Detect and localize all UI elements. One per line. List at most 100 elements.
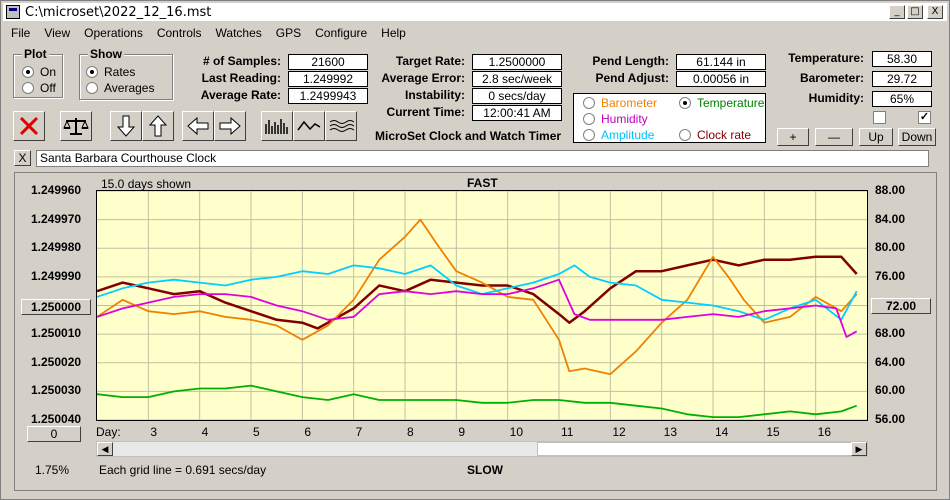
plot-off-radio[interactable]: Off — [22, 81, 56, 95]
wave-icon — [297, 120, 321, 131]
title-bar: C:\microset\2022_12_16.mst _ □ X — [3, 3, 947, 21]
multi-wave-button[interactable] — [325, 111, 357, 141]
minimize-button[interactable]: _ — [889, 5, 905, 19]
center-temp-button[interactable]: 72.00 — [871, 298, 931, 314]
up-button[interactable]: Up — [859, 128, 893, 146]
temperature-value: 58.30 — [872, 51, 932, 67]
sensor-clock-rate-radio[interactable]: Clock rate — [679, 128, 751, 142]
days-shown-label: 15.0 days shown — [101, 177, 192, 191]
minus-button[interactable]: — — [815, 128, 853, 146]
sensor-label: Barometer — [601, 96, 658, 110]
left-tick-label: 1.249990 — [31, 268, 82, 283]
slow-label: SLOW — [467, 463, 503, 477]
right-tick-label: 64.00 — [875, 354, 906, 369]
plot-group: Plot — [13, 47, 63, 98]
maximize-button[interactable]: □ — [907, 5, 923, 19]
up-arrow-button[interactable] — [142, 111, 174, 141]
left-arrow-button[interactable] — [182, 111, 214, 141]
menu-configure[interactable]: Configure — [315, 26, 368, 40]
radio-dot — [86, 66, 98, 78]
close-button[interactable]: X — [927, 5, 943, 19]
menu-watches[interactable]: Watches — [215, 26, 262, 40]
center-rate-button[interactable]: 1.250000 — [21, 299, 91, 315]
samples-label: # of Samples: — [202, 54, 281, 68]
scroll-right-arrow[interactable]: ▶ — [851, 442, 867, 456]
bars-view-button[interactable] — [261, 111, 293, 141]
scroll-left-arrow[interactable]: ◀ — [97, 442, 113, 456]
pend-adjust-value: 0.00056 in — [676, 71, 766, 87]
left-tick-label: 1.250030 — [31, 383, 82, 398]
sensor-temperature-radio[interactable]: Temperature — [679, 96, 764, 110]
x-tick-label: 15 — [766, 425, 780, 439]
right-tick-label: 76.00 — [875, 268, 906, 283]
watch-name-field[interactable]: Santa Barbara Courthouse Clock — [36, 150, 929, 167]
checkbox-1[interactable] — [873, 111, 886, 124]
scroll-thumb[interactable] — [537, 442, 852, 456]
series-line-0 — [97, 255, 858, 330]
x-tick-label: 7 — [355, 425, 363, 439]
radio-dot — [22, 82, 34, 94]
clear-button[interactable] — [13, 111, 45, 141]
right-arrow-button[interactable] — [214, 111, 246, 141]
humidity-value: 65% — [872, 91, 932, 107]
red-x-icon — [19, 116, 39, 136]
scale-icon — [63, 118, 89, 135]
current-time-label: Current Time: — [386, 105, 465, 119]
humidity-label: Humidity: — [808, 91, 864, 105]
down-arrow-button[interactable] — [110, 111, 142, 141]
offset-button[interactable]: 0 — [27, 426, 81, 442]
pend-adjust-label: Pend Adjust: — [595, 71, 669, 85]
arrow-right-icon — [219, 116, 241, 136]
target-rate-label: Target Rate: — [395, 54, 465, 68]
checkbox-2[interactable]: ✓ — [918, 111, 931, 124]
average-error-label: Average Error: — [381, 71, 465, 85]
x-tick-label: 14 — [715, 425, 729, 439]
sensor-barometer-radio[interactable]: Barometer — [583, 96, 657, 110]
menu-gps[interactable]: GPS — [275, 26, 302, 40]
multi-wave-icon — [329, 120, 354, 132]
left-tick-label: 1.249980 — [31, 240, 82, 255]
window-title: C:\microset\2022_12_16.mst — [25, 4, 212, 20]
show-rates-radio[interactable]: Rates — [86, 65, 135, 79]
menu-bar: File View Operations Controls Watches GP… — [3, 23, 412, 43]
x-tick-label: 3 — [150, 425, 158, 439]
radio-label: Off — [40, 81, 56, 95]
sensor-label: Humidity — [601, 112, 648, 126]
watch-close-button[interactable]: X — [14, 150, 31, 166]
sensor-label: Temperature — [697, 96, 765, 110]
menu-view[interactable]: View — [44, 26, 71, 40]
pend-length-label: Pend Length: — [592, 54, 669, 68]
down-button[interactable]: Down — [898, 128, 936, 146]
plus-button[interactable]: + — [777, 128, 809, 146]
radio-dot — [583, 113, 595, 125]
sensor-humidity-radio[interactable]: Humidity — [583, 112, 648, 126]
radio-dot — [679, 129, 691, 141]
arrow-down-icon — [116, 115, 136, 137]
menu-controls[interactable]: Controls — [156, 26, 202, 40]
plot-on-radio[interactable]: On — [22, 65, 56, 79]
menu-file[interactable]: File — [11, 26, 31, 40]
plot-area — [96, 190, 868, 421]
show-averages-radio[interactable]: Averages — [86, 81, 154, 95]
menu-help[interactable]: Help — [381, 26, 406, 40]
show-group-title: Show — [88, 47, 124, 61]
sensor-amplitude-radio[interactable]: Amplitude — [583, 128, 654, 142]
rate-chart — [97, 191, 867, 420]
sensor-label: Amplitude — [601, 128, 655, 142]
arrow-up-icon — [148, 115, 168, 137]
time-scrollbar[interactable]: ◀ ▶ — [96, 441, 868, 457]
x-tick-label: 5 — [253, 425, 260, 439]
balance-button[interactable] — [60, 111, 92, 141]
last-reading-label: Last Reading: — [201, 71, 281, 85]
line-view-button[interactable] — [293, 111, 325, 141]
right-tick-label: 56.00 — [875, 412, 906, 426]
plot-group-title: Plot — [22, 47, 49, 61]
barometer-label: Barometer: — [799, 71, 864, 85]
instability-value: 0 secs/day — [472, 88, 562, 104]
app-subtitle: MicroSet Clock and Watch Timer — [375, 129, 562, 143]
x-tick-label: 9 — [458, 425, 466, 439]
instability-label: Instability: — [404, 88, 465, 102]
barometer-value: 29.72 — [872, 71, 932, 87]
menu-operations[interactable]: Operations — [84, 26, 143, 40]
right-tick-label: 88.00 — [875, 183, 906, 197]
